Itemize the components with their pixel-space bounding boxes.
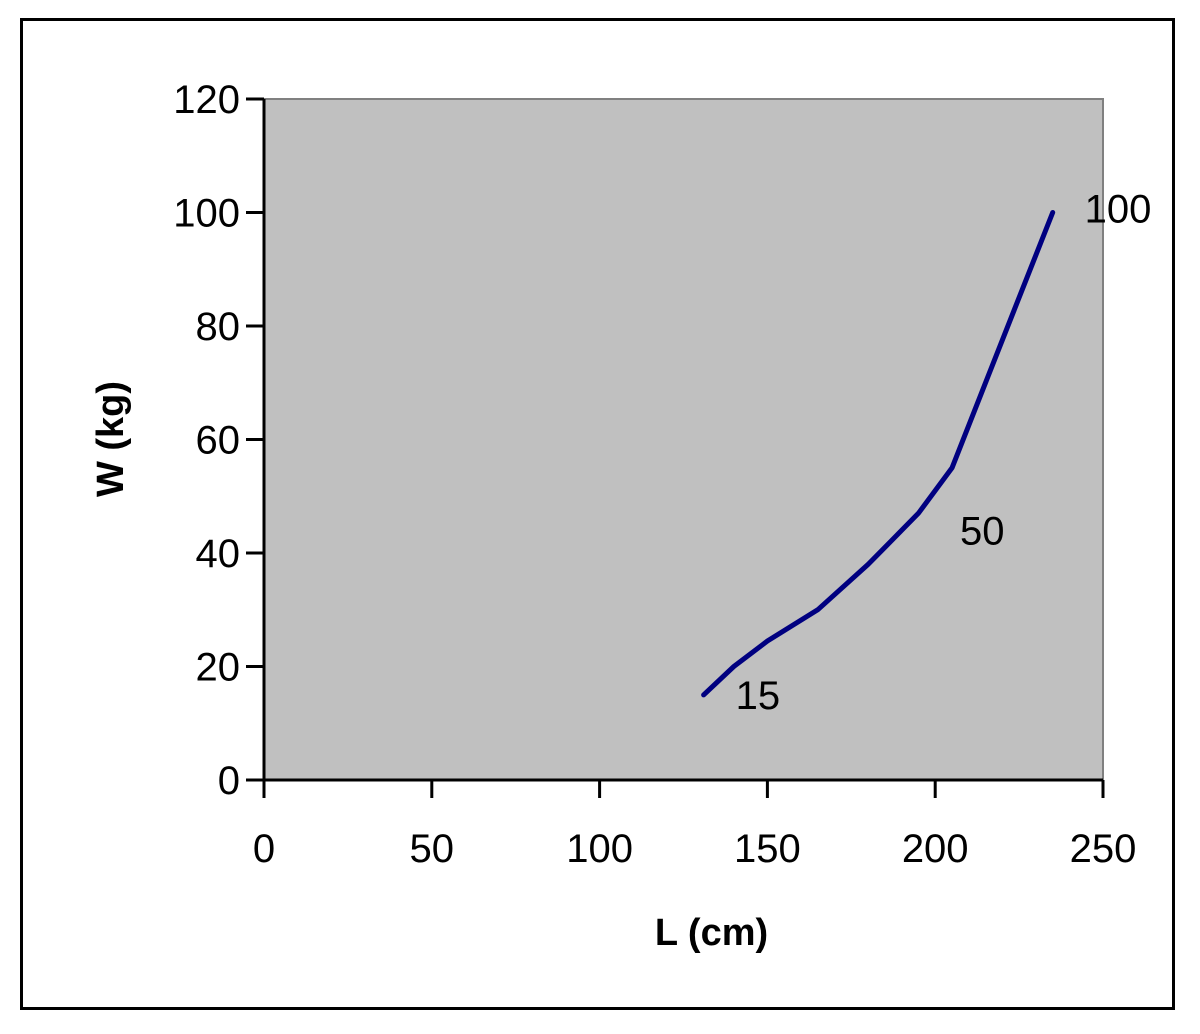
y-tick-label: 100 xyxy=(173,192,240,236)
x-tick-label: 0 xyxy=(253,827,275,871)
x-axis-ticks: 0 50 100 150 200 250 xyxy=(253,780,1137,871)
x-tick-label: 250 xyxy=(1070,827,1137,871)
x-axis-title: L (cm) xyxy=(655,912,768,954)
chart-frame: 0 50 100 150 200 250 0 20 40 60 80 100 120 15 50 100 … xyxy=(20,18,1175,1010)
y-axis-ticks: 0 20 40 60 80 100 120 xyxy=(173,78,264,803)
data-label: 50 xyxy=(960,509,1005,553)
data-label: 100 xyxy=(1085,188,1152,232)
y-tick-label: 60 xyxy=(196,419,241,463)
y-tick-label: 120 xyxy=(173,78,240,122)
x-tick-label: 50 xyxy=(410,827,455,871)
x-tick-label: 100 xyxy=(566,827,633,871)
y-tick-label: 20 xyxy=(196,646,241,690)
y-tick-label: 0 xyxy=(218,759,240,803)
x-tick-label: 150 xyxy=(734,827,801,871)
x-tick-label: 200 xyxy=(902,827,969,871)
data-label: 15 xyxy=(736,674,781,718)
y-axis-title: W (kg) xyxy=(90,381,132,497)
data-labels: 15 50 100 xyxy=(736,188,1152,718)
plot-area xyxy=(263,98,1104,781)
y-tick-label: 80 xyxy=(196,305,241,349)
y-tick-label: 40 xyxy=(196,532,241,576)
series-line xyxy=(701,210,1056,698)
